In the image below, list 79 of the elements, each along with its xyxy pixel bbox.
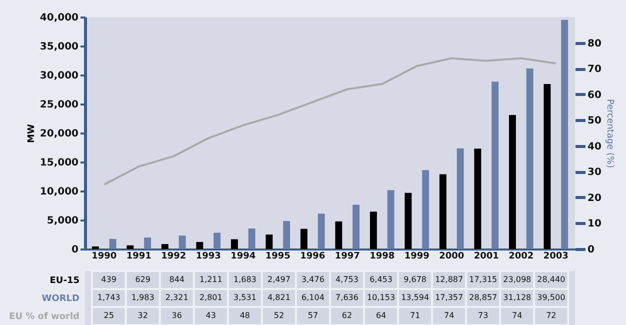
y-tick-label: 5,000 — [46, 216, 79, 226]
y-tick-label: 30,000 — [40, 70, 79, 82]
y-tick-label: 10,000 — [40, 186, 79, 198]
data-label: 4,753 — [336, 275, 358, 284]
data-label: 439 — [101, 275, 116, 284]
x-tick-label: 1992 — [161, 252, 186, 262]
x-tick-label: 1990 — [92, 252, 117, 262]
x-tick-label: 1996 — [300, 252, 326, 262]
data-label: 48 — [240, 311, 250, 320]
data-label: 28,440 — [537, 275, 566, 284]
data-label: 17,357 — [435, 293, 464, 302]
x-tick-label: 1997 — [334, 252, 360, 262]
y2-tick-label: 40 — [588, 141, 602, 152]
data-label: 1,211 — [199, 275, 222, 284]
x-tick-label: 2001 — [474, 252, 499, 262]
x-tick-label: 1998 — [370, 252, 395, 262]
data-label: 2,321 — [165, 293, 188, 302]
text: EU % of world — [9, 312, 80, 322]
data-label: 17,315 — [469, 275, 498, 284]
y2-axis-title: Percentage (%) — [604, 98, 614, 168]
data-label: 57 — [308, 311, 318, 320]
data-label: 72 — [546, 311, 556, 320]
y2-tick-label: 20 — [588, 192, 602, 204]
x-tick-label: 1995 — [265, 252, 290, 262]
x-tick-label: 1993 — [196, 252, 221, 262]
y2-tick-label: 70 — [588, 64, 602, 76]
x-tick-label: 2003 — [543, 252, 568, 262]
text: EU-15 — [50, 276, 80, 286]
data-label: 1,743 — [97, 293, 120, 302]
data-label: 10,153 — [367, 293, 396, 302]
data-label: 6,453 — [370, 275, 392, 284]
data-label: 36 — [172, 311, 182, 320]
y-tick-label: 20,000 — [40, 128, 79, 140]
y2-tick-label: 30 — [588, 167, 602, 178]
x-tick-label: 1994 — [230, 252, 256, 262]
data-label: 31,128 — [503, 293, 532, 302]
data-label: 39,500 — [537, 293, 566, 302]
x-tick-label: 1991 — [126, 252, 152, 262]
data-label: 73 — [478, 311, 488, 320]
y-axis-title: MW — [26, 124, 37, 143]
data-label: 64 — [376, 311, 386, 320]
data-label: 74 — [444, 311, 454, 320]
x-tick-label: 1999 — [404, 252, 430, 262]
data-label: 629 — [135, 275, 150, 284]
text: WORLD — [42, 294, 80, 304]
data-label: 1,683 — [233, 275, 256, 284]
y-tick-label: 25,000 — [40, 100, 79, 110]
data-label: 1,983 — [131, 293, 154, 302]
data-label: 32 — [138, 311, 148, 320]
data-label: 3,531 — [233, 293, 256, 302]
data-label: 2,497 — [268, 275, 290, 284]
data-label: 23,098 — [503, 275, 532, 284]
data-label: 52 — [274, 311, 284, 320]
data-label: 28,857 — [469, 293, 498, 302]
data-label: 844 — [169, 275, 185, 284]
x-tick-label: 2002 — [508, 252, 534, 262]
y2-tick-label: 10 — [588, 218, 602, 230]
data-label: 74 — [512, 311, 522, 320]
data-label: 2,801 — [199, 293, 222, 302]
data-label: 6,104 — [302, 293, 324, 302]
data-label: 3,476 — [302, 275, 324, 284]
y-tick-label: 35,000 — [40, 42, 79, 52]
data-label: 7,636 — [336, 293, 358, 302]
y-tick-label: 0 — [72, 244, 79, 256]
data-label: 62 — [342, 311, 352, 320]
y2-tick-label: 60 — [588, 90, 602, 101]
data-label: 4,821 — [268, 293, 290, 302]
data-label: 12,887 — [435, 275, 464, 284]
y2-tick-label: 80 — [588, 38, 602, 50]
data-label: 71 — [410, 311, 420, 320]
y2-tick-label: 0 — [588, 244, 594, 256]
y2-tick-label: 50 — [588, 116, 602, 127]
data-label: 13,594 — [401, 293, 430, 302]
y-tick-label: 15,000 — [40, 158, 79, 168]
data-label: 43 — [206, 311, 216, 320]
y-tick-label: 40,000 — [40, 12, 79, 24]
data-label: 9,678 — [404, 275, 427, 284]
data-label: 25 — [104, 311, 114, 320]
x-tick-label: 2000 — [439, 252, 464, 262]
